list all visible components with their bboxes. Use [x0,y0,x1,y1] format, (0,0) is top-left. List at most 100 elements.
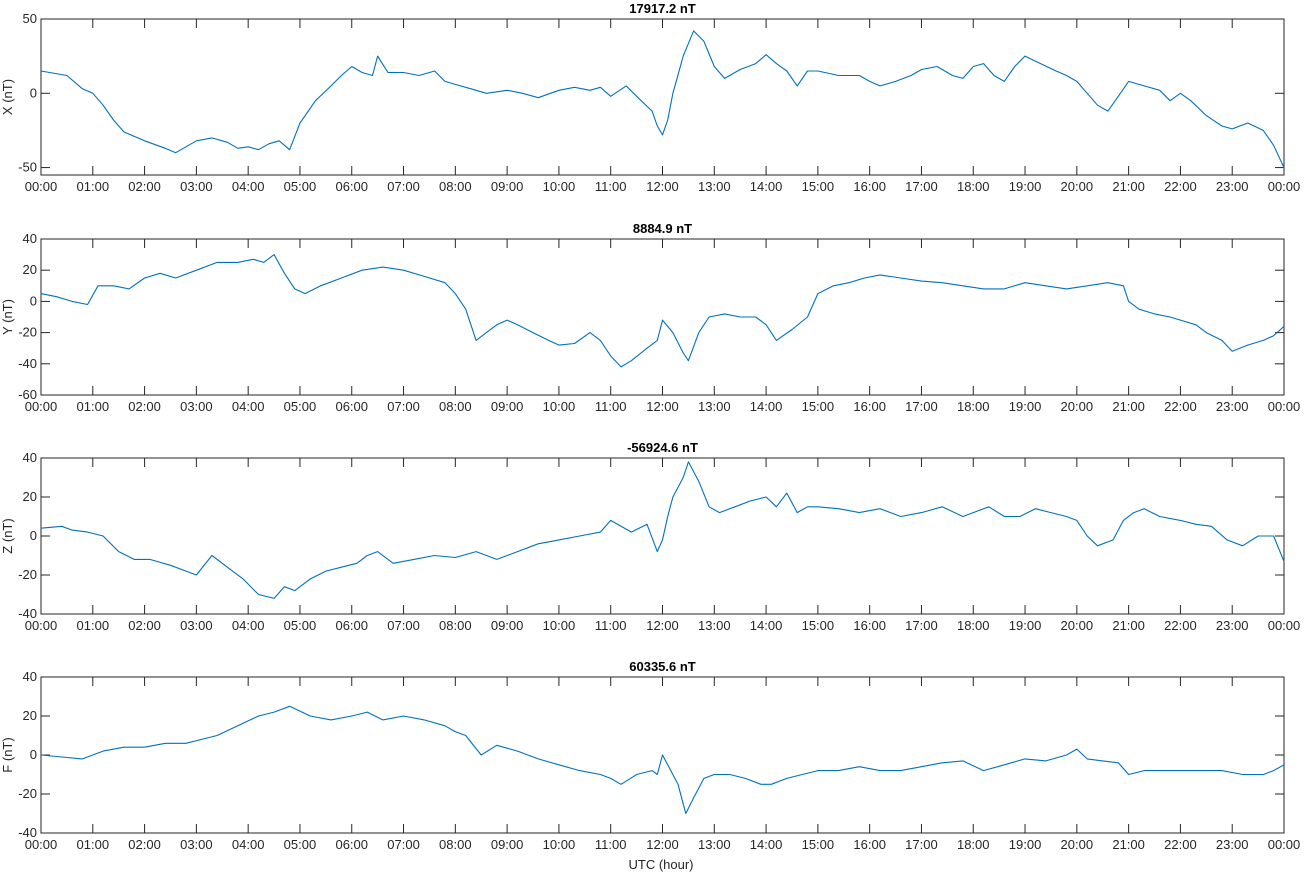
panel-x-component: 17917.2 nT X (nT) 00:00 01:00 02:00 03:00 04:0… [0,1,1300,194]
f-panel-title: 60335.6 nT [629,659,696,674]
x-x-tick-label: 21:00 [1112,179,1145,194]
z-x-tick-label: 08:00 [439,618,472,633]
f-x-tick-label: 08:00 [439,837,472,852]
x-axes-box [40,18,1285,176]
x-y-tick-label: 50 [23,11,37,26]
f-x-tick-label: 09:00 [491,837,524,852]
x-x-tick-label: 14:00 [750,179,783,194]
x-x-tick-label: 05:00 [284,179,317,194]
z-y-tick-label: -40 [18,606,37,621]
x-x-tick-label: 15:00 [802,179,835,194]
z-x-tick-label: 05:00 [284,618,317,633]
x-x-tick-label: 01:00 [77,179,110,194]
f-x-tick-label: 01:00 [77,837,110,852]
z-x-tick-label: 10:00 [543,618,576,633]
f-series-line [40,705,1285,815]
f-y-axis-label: F (nT) [0,737,15,772]
y-x-tick-label: 15:00 [802,399,835,414]
z-x-tick-label: 22:00 [1164,618,1197,633]
z-x-tick-label: 21:00 [1112,618,1145,633]
x-x-tick-label: 03:00 [180,179,213,194]
y-x-tick-label: 23:00 [1216,399,1249,414]
f-x-tick-label: 03:00 [180,837,213,852]
f-x-tick-label: 19:00 [1009,837,1042,852]
y-x-tick-label: 08:00 [439,399,472,414]
f-y-tick-label: 0 [30,747,37,762]
x-x-tick-label: 09:00 [491,179,524,194]
f-x-tick-label: 06:00 [335,837,368,852]
z-x-tick-label: 18:00 [957,618,990,633]
f-x-tick-label: 18:00 [957,837,990,852]
f-y-tick-label: -40 [18,825,37,840]
x-x-tick-label: 20:00 [1061,179,1094,194]
x-x-tick-label: 02:00 [128,179,161,194]
y-x-tick-label: 03:00 [180,399,213,414]
z-y-tick-label: 20 [23,489,37,504]
z-x-tick-label: 02:00 [128,618,161,633]
x-x-tick-label: 00:00 [1268,179,1301,194]
y-x-tick-label: 01:00 [77,399,110,414]
x-x-tick-label: 16:00 [853,179,886,194]
y-x-tick-label: 02:00 [128,399,161,414]
z-x-tick-label: 09:00 [491,618,524,633]
z-x-tick-label: 03:00 [180,618,213,633]
z-y-tick-label: -20 [18,567,37,582]
x-panel-title: 17917.2 nT [629,1,696,16]
z-x-tick-label: 23:00 [1216,618,1249,633]
x-y-axis-label: X (nT) [0,79,15,115]
y-x-tick-label: 11:00 [595,399,627,414]
y-x-tick-label: 09:00 [491,399,524,414]
y-x-tick-label: 19:00 [1009,399,1042,414]
z-panel-title: -56924.6 nT [627,440,698,455]
z-x-tick-label: 04:00 [232,618,265,633]
y-x-tick-label: 05:00 [284,399,317,414]
z-axes-box [40,457,1285,615]
y-x-tick-label: 06:00 [335,399,368,414]
z-series-line [40,461,1285,599]
f-x-tick-label: 15:00 [802,837,835,852]
panel-f-total-field: 60335.6 nT F (nT) 00:00 01:00 02:00 03:00 04:0… [0,659,1300,852]
z-y-tick-label: 40 [23,450,37,465]
x-x-tick-label: 00:00 [25,179,58,194]
y-y-tick-label: 40 [23,231,37,246]
y-y-tick-label: 0 [30,293,37,308]
f-x-tick-label: 11:00 [595,837,627,852]
f-x-tick-label: 05:00 [284,837,317,852]
f-y-tick-label: -20 [18,786,37,801]
f-x-tick-label: 13:00 [698,837,731,852]
z-x-tick-label: 01:00 [77,618,110,633]
x-x-tick-label: 12:00 [646,179,679,194]
x-x-tick-label: 22:00 [1164,179,1197,194]
x-x-tick-label: 17:00 [905,179,938,194]
z-x-tick-label: 00:00 [25,618,58,633]
z-x-tick-label: 19:00 [1009,618,1042,633]
y-y-tick-label: -20 [18,325,37,340]
x-x-tick-label: 10:00 [543,179,576,194]
z-x-tick-label: 06:00 [335,618,368,633]
y-x-tick-label: 14:00 [750,399,783,414]
x-x-tick-label: 07:00 [387,179,420,194]
f-x-tick-label: 00:00 [1268,837,1301,852]
y-panel-title: 8884.9 nT [633,221,692,236]
f-x-tick-label: 22:00 [1164,837,1197,852]
y-x-tick-label: 20:00 [1061,399,1094,414]
z-x-tick-label: 11:00 [595,618,627,633]
y-x-tick-label: 18:00 [957,399,990,414]
z-x-tick-label: 14:00 [750,618,783,633]
y-x-tick-label: 04:00 [232,399,265,414]
x-x-tick-label: 19:00 [1009,179,1042,194]
z-x-tick-label: 13:00 [698,618,731,633]
y-series-line [40,254,1285,368]
y-x-tick-label: 10:00 [543,399,576,414]
z-y-axis-label: Z (nT) [0,518,15,553]
x-x-tick-label: 04:00 [232,179,265,194]
x-series-line [40,30,1285,168]
f-x-tick-label: 20:00 [1061,837,1094,852]
y-x-tick-label: 22:00 [1164,399,1197,414]
z-x-tick-label: 16:00 [853,618,886,633]
f-x-tick-label: 04:00 [232,837,265,852]
y-x-tick-label: 07:00 [387,399,420,414]
f-x-tick-label: 14:00 [750,837,783,852]
y-y-axis-label: Y (nT) [0,299,15,335]
